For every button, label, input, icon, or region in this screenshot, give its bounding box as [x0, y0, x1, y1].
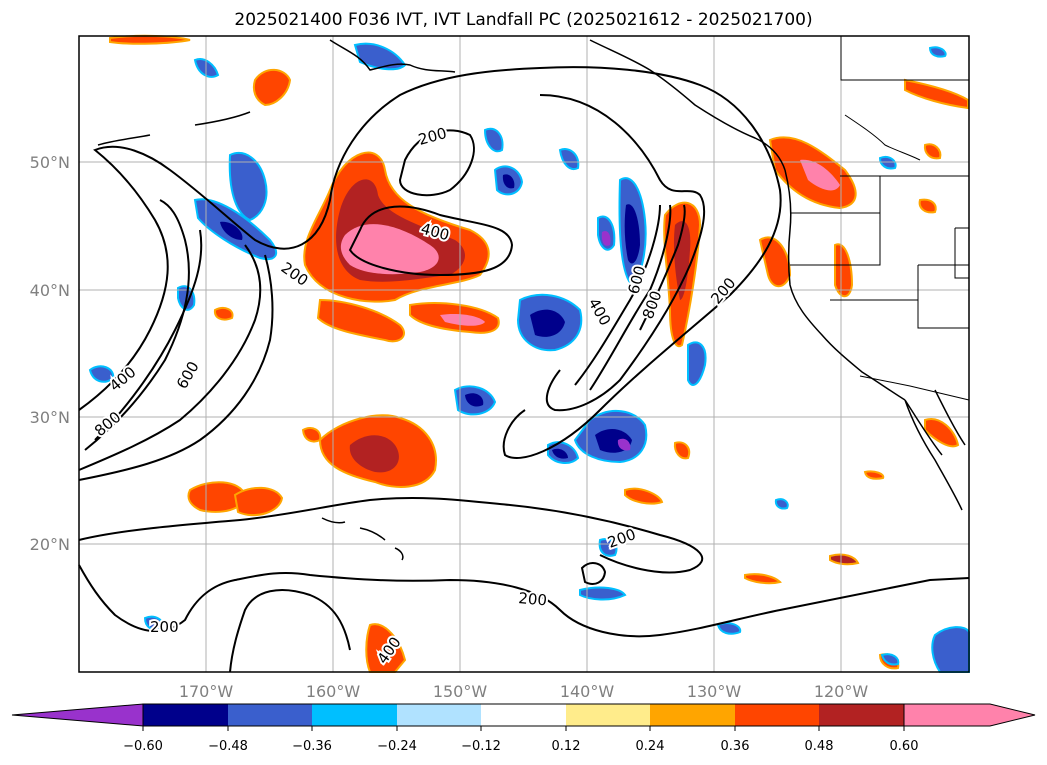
pos-patch-southwest-b	[233, 486, 284, 517]
pos-patch-northwest	[252, 68, 292, 107]
colorbar-tick-label: −0.12	[461, 739, 501, 754]
colorbar-tick-label: −0.60	[123, 739, 163, 754]
contour-200-south-2	[78, 564, 970, 638]
contour-200-south	[78, 496, 704, 574]
lon-label: 140°W	[560, 682, 615, 701]
colorbar-tick-label: −0.24	[377, 739, 417, 754]
colorbar-extend-max	[903, 703, 1036, 727]
contour-west-outer	[78, 254, 274, 481]
map-frame	[78, 35, 970, 673]
lon-label: 160°W	[306, 682, 361, 701]
colorbar-bin	[566, 704, 650, 726]
contour-cell-small	[580, 562, 607, 585]
ivt-contours	[78, 66, 970, 673]
lat-label: 20°N	[30, 535, 70, 554]
colorbar-bin	[312, 704, 397, 726]
alaska-coast	[97, 39, 456, 146]
pos-patch-ne	[904, 78, 969, 110]
lon-label: 150°W	[433, 682, 488, 701]
colorbar-extend-min	[11, 703, 144, 727]
colorbar-tick-label: 0.60	[890, 739, 919, 754]
colorbar-tick-label: 0.48	[805, 739, 834, 754]
lon-tick-labels: 170°W 160°W 150°W 140°W 130°W 120°W	[179, 682, 869, 701]
lat-tick-labels: 50°N 40°N 30°N 20°N	[30, 153, 70, 554]
lon-label: 120°W	[814, 682, 869, 701]
colorbar-bin	[397, 704, 481, 726]
contour-400-east	[574, 204, 661, 386]
positive-anomaly-patches	[109, 34, 969, 673]
colorbar-tick-label: −0.48	[208, 739, 248, 754]
contour-200-upper-ring	[398, 129, 475, 197]
contour-west-inner-2	[94, 229, 203, 441]
contour-south-low	[229, 589, 351, 673]
colorbar: −0.60 −0.48 −0.36 −0.24 −0.12 0.12 0.24 …	[11, 703, 1036, 754]
contour-200-main	[78, 66, 782, 459]
contour-label: 200	[150, 618, 179, 636]
colorbar-bin	[481, 704, 566, 726]
colorbar-ticks	[142, 726, 905, 731]
contour-800-east	[639, 204, 686, 331]
contour-600-east	[589, 204, 672, 391]
hawaii	[321, 517, 404, 561]
state-borders	[790, 36, 970, 401]
coastlines	[97, 39, 966, 561]
contour-400	[348, 205, 514, 277]
colorbar-tick-label: 0.36	[721, 739, 750, 754]
colorbar-bin	[735, 704, 819, 726]
contour-west-inner	[84, 199, 190, 451]
contour-label: 200	[518, 589, 548, 609]
map-title: 2025021400 F036 IVT, IVT Landfall PC (20…	[234, 10, 813, 30]
lon-label: 130°W	[687, 682, 742, 701]
bc-alaska-panhandle	[589, 39, 786, 171]
pos-patch-southwest-a	[187, 481, 247, 513]
colorbar-bin	[143, 704, 228, 726]
lat-label: 50°N	[30, 153, 70, 172]
neg-patch-west	[228, 152, 268, 222]
colorbar-bin	[650, 704, 735, 726]
mexico-coast	[934, 389, 966, 446]
colorbar-tick-label: −0.36	[292, 739, 332, 754]
west-coast-us	[784, 169, 906, 401]
contour-200-east-ring	[539, 94, 706, 412]
lon-label: 170°W	[179, 682, 234, 701]
colorbar-tick-label: 0.12	[552, 739, 581, 754]
contour-west-inner-3	[78, 244, 262, 471]
pos-patch-central-tail	[316, 298, 405, 343]
colorbar-bin	[228, 704, 312, 726]
map-frame-bg	[79, 36, 969, 672]
baja-coast	[904, 399, 963, 511]
colorbar-bin	[819, 704, 904, 726]
pos-patch-east-band	[834, 243, 854, 298]
lat-label: 40°N	[30, 281, 70, 300]
colorbar-tick-label: 0.24	[636, 739, 665, 754]
lat-label: 30°N	[30, 408, 70, 427]
